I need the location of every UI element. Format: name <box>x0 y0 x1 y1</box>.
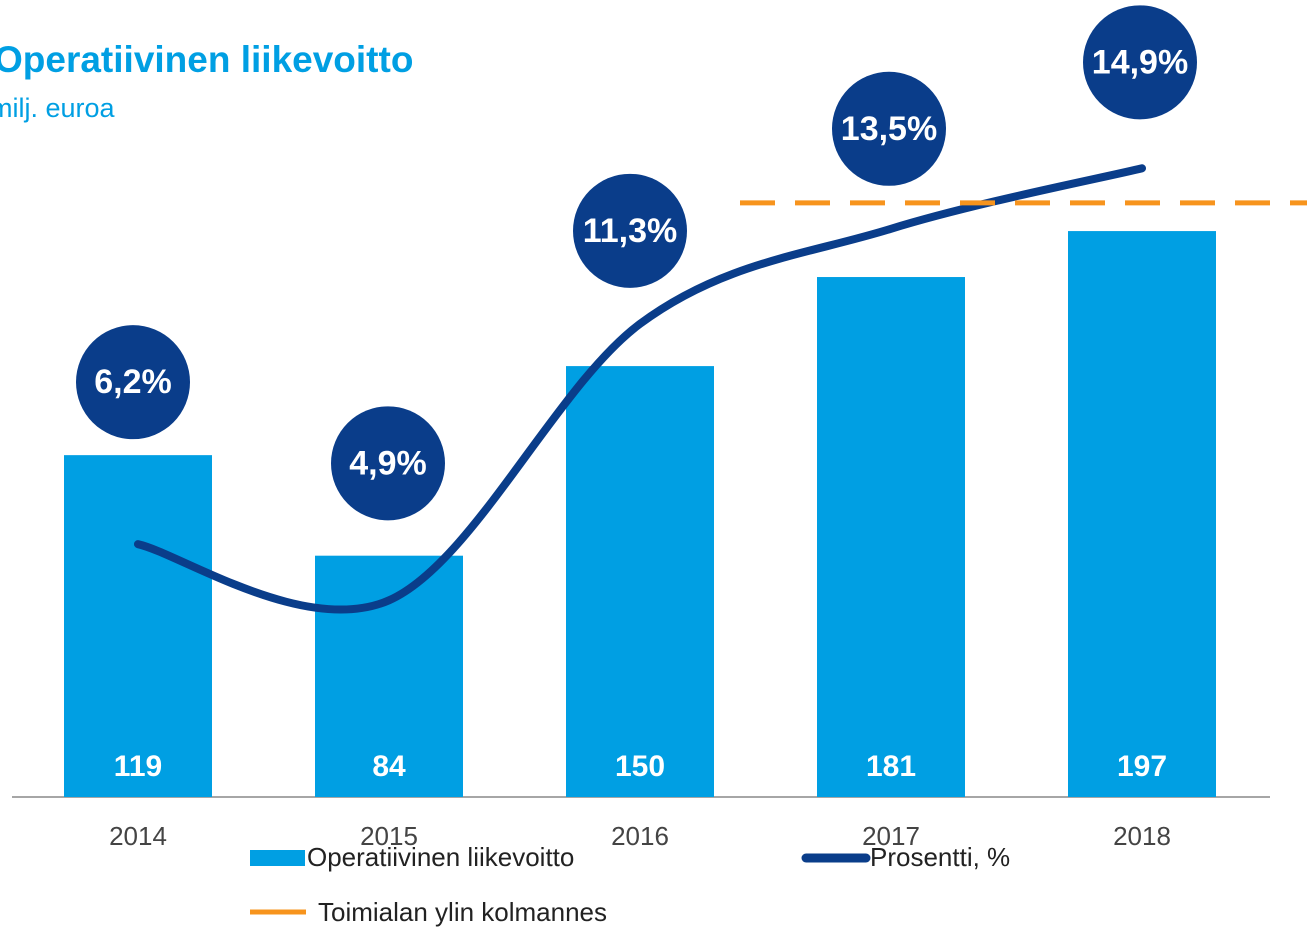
legend-swatch <box>250 850 305 866</box>
legend-label: Operatiivinen liikevoitto <box>307 842 574 872</box>
value-bubble <box>573 173 687 288</box>
legend-label: Toimialan ylin kolmannes <box>318 897 607 927</box>
x-tick-label: 2015 <box>360 821 418 851</box>
chart-title: Operatiivinen liikevoitto <box>0 39 413 80</box>
bar-value-label: 197 <box>1117 750 1167 783</box>
x-tick-label: 2017 <box>862 821 920 851</box>
legend-label: Prosentti, % <box>870 842 1010 872</box>
line-value-label: 11,3% <box>583 212 678 250</box>
bar-value-label: 84 <box>372 750 406 783</box>
value-bubble <box>76 325 190 440</box>
bar <box>817 277 965 797</box>
x-tick-label: 2014 <box>109 821 167 851</box>
line-value-label: 6,2% <box>94 363 172 401</box>
line-value-label: 4,9% <box>349 444 427 482</box>
bar-value-label: 181 <box>866 750 916 783</box>
line-value-label: 14,9% <box>1092 43 1188 81</box>
value-bubble <box>331 406 445 521</box>
value-bubble <box>1083 5 1197 120</box>
bar <box>315 555 463 797</box>
bar-value-label: 150 <box>615 750 665 783</box>
bar <box>566 366 714 797</box>
x-tick-label: 2016 <box>611 821 669 851</box>
line-value-label: 13,5% <box>841 110 937 148</box>
line <box>134 164 1146 614</box>
x-tick-label: 2018 <box>1113 821 1171 851</box>
chart-subtitle: milj. euroa <box>0 93 116 123</box>
value-bubble <box>832 71 946 186</box>
bar <box>64 455 212 797</box>
bar-value-label: 119 <box>114 750 162 783</box>
bar <box>1068 231 1216 797</box>
